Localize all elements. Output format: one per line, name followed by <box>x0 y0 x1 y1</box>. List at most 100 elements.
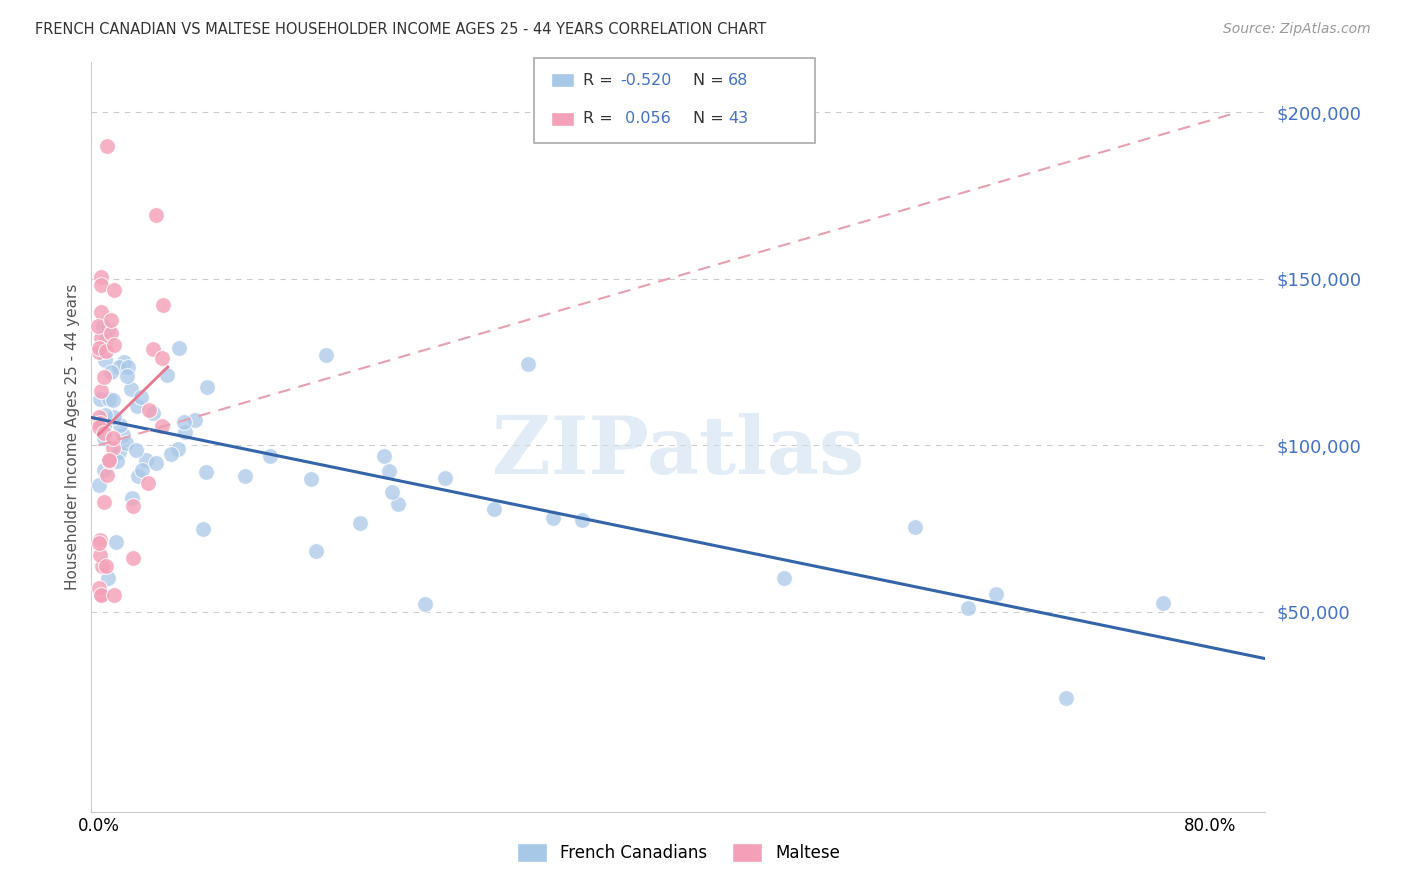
Text: Source: ZipAtlas.com: Source: ZipAtlas.com <box>1223 22 1371 37</box>
Point <box>97 322 120 336</box>
Point <box>103 284 125 298</box>
Point <box>103 441 125 455</box>
Point <box>349 516 371 531</box>
Text: 43: 43 <box>728 112 748 126</box>
Point <box>90 558 112 573</box>
Point <box>91 318 114 333</box>
Point <box>125 399 148 413</box>
Point <box>93 495 115 509</box>
Point <box>122 499 145 513</box>
Point <box>103 588 125 602</box>
Point <box>305 543 328 558</box>
Text: R =: R = <box>583 112 619 126</box>
Point <box>433 471 456 485</box>
Point <box>135 453 157 467</box>
Text: FRENCH CANADIAN VS MALTESE HOUSEHOLDER INCOME AGES 25 - 44 YEARS CORRELATION CHA: FRENCH CANADIAN VS MALTESE HOUSEHOLDER I… <box>35 22 766 37</box>
Point <box>87 345 110 359</box>
Point <box>114 435 136 450</box>
Point <box>378 464 401 478</box>
Point <box>94 332 117 346</box>
Point <box>142 342 165 356</box>
Point <box>125 443 148 458</box>
Point <box>89 392 111 407</box>
Point <box>174 425 197 439</box>
Point <box>387 497 409 511</box>
Point <box>96 467 118 482</box>
Point <box>138 403 160 417</box>
Point <box>87 319 110 334</box>
Point <box>87 341 110 355</box>
Point <box>100 455 122 469</box>
Point <box>517 357 540 371</box>
Point <box>131 463 153 477</box>
Point <box>94 408 117 422</box>
Point <box>413 597 436 611</box>
Point <box>259 449 281 463</box>
Point <box>94 559 117 574</box>
Point <box>111 428 134 442</box>
Point <box>96 138 118 153</box>
Point <box>299 472 322 486</box>
Point <box>120 382 142 396</box>
Point <box>117 359 139 374</box>
Point <box>169 341 191 355</box>
Point <box>373 449 395 463</box>
Point <box>121 491 143 505</box>
Point <box>571 512 593 526</box>
Point <box>142 406 165 420</box>
Point <box>482 501 505 516</box>
Point <box>87 478 110 492</box>
Point <box>194 465 217 479</box>
Point <box>145 456 167 470</box>
Point <box>381 484 404 499</box>
Text: 68: 68 <box>728 73 748 87</box>
Point <box>108 360 131 375</box>
Point <box>1152 597 1174 611</box>
Point <box>89 420 111 434</box>
Point <box>773 571 796 585</box>
Point <box>184 413 207 427</box>
Point <box>541 511 564 525</box>
Point <box>103 393 125 408</box>
Point <box>127 468 149 483</box>
Point <box>156 368 179 383</box>
Point <box>87 536 110 550</box>
Point <box>89 409 111 424</box>
Point <box>90 588 112 602</box>
Point <box>117 369 139 384</box>
Point <box>93 463 115 477</box>
Text: R =: R = <box>583 73 619 87</box>
Point <box>90 305 112 319</box>
Point <box>89 548 111 562</box>
Point <box>87 582 110 596</box>
Point <box>122 551 145 566</box>
Text: -0.520: -0.520 <box>620 73 672 87</box>
Point <box>93 369 115 384</box>
Y-axis label: Householder Income Ages 25 - 44 years: Householder Income Ages 25 - 44 years <box>65 284 80 591</box>
Point <box>108 418 131 433</box>
Point <box>98 454 121 468</box>
Point <box>105 454 128 468</box>
Point <box>105 534 128 549</box>
Point <box>150 351 173 365</box>
Point <box>145 208 167 222</box>
Text: N =: N = <box>693 112 730 126</box>
Point <box>315 348 337 362</box>
Point <box>93 432 115 446</box>
Point <box>93 425 115 440</box>
Point <box>152 298 174 312</box>
Point <box>986 587 1008 601</box>
Point <box>100 326 122 340</box>
Point <box>93 417 115 432</box>
Point <box>129 390 152 404</box>
Point <box>138 475 160 490</box>
Point <box>90 588 112 602</box>
Point <box>100 313 122 327</box>
Point <box>103 409 125 424</box>
Point <box>173 415 195 429</box>
Point <box>90 270 112 285</box>
Point <box>89 533 111 548</box>
Point <box>112 355 135 369</box>
Point <box>956 601 979 615</box>
Point <box>160 447 183 461</box>
